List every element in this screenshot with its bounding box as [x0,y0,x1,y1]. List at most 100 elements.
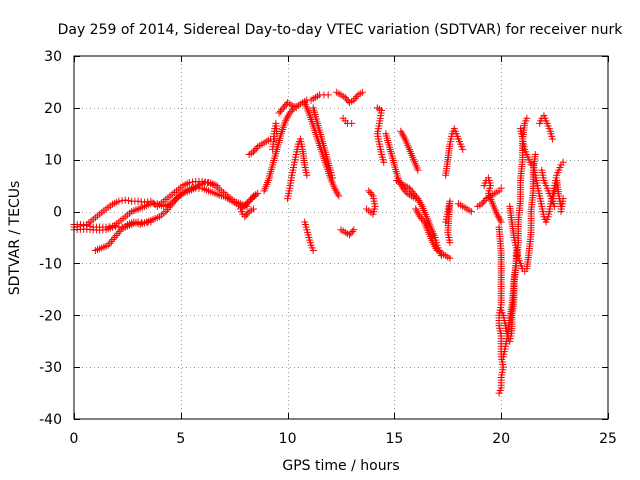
data-point [350,226,358,234]
data-point [102,223,110,231]
y-axis-label: SDTVAR / TECUs [7,181,23,296]
series-trace-t [397,127,422,174]
data-point [309,246,317,254]
data-point [137,218,145,226]
data-point [289,106,297,114]
data-point [111,234,119,241]
data-point [185,179,193,187]
data-point [548,135,556,143]
data-point [238,203,246,211]
series-trace-x [442,197,454,247]
data-point [531,151,539,159]
series-trace-s [382,130,420,203]
series-trace-u [393,176,445,260]
x-tick-label: 0 [70,431,79,447]
data-point [365,187,373,195]
data-point [292,104,300,112]
data-point [559,195,567,203]
data-point [76,221,84,229]
series-trace-m [301,218,317,254]
data-point [353,93,361,101]
data-point [213,182,221,190]
data-point [244,209,252,217]
data-point [144,218,152,226]
data-point [278,106,286,114]
data-point [303,171,311,179]
data-point [245,197,253,205]
data-point [252,144,260,152]
data-point [479,198,487,206]
y-tick-label: -40 [39,412,62,428]
series-trace-o [339,114,356,127]
data-point [242,200,250,208]
x-tick-label: 5 [176,431,185,447]
data-point [121,196,129,204]
data-point [358,88,366,96]
data-point [281,102,289,110]
series-trace-j [275,99,300,117]
data-point [346,231,354,239]
y-tick-labels: -40 -30 -20 -10 0 10 20 30 [39,49,62,428]
y-tick-label: -10 [39,256,62,272]
data-point [254,189,262,197]
data-point [251,146,259,154]
data-point [118,197,126,205]
series-trace-n [333,88,366,107]
data-point [481,196,489,204]
y-tick-label: 0 [53,205,62,221]
data-point [419,216,427,224]
data-point [134,197,142,205]
series-trace-h [269,119,281,153]
data-point [249,148,257,156]
series-trace-y [454,200,475,216]
data-point [247,196,255,204]
x-tick-labels: 0 5 10 15 20 25 [70,431,617,447]
plot-frame [73,55,609,420]
ticks [74,56,609,420]
data-point [249,194,257,202]
data-point [273,130,281,138]
series-trace-d [70,218,155,231]
data-point [412,193,420,201]
data-point [380,158,388,166]
data-point [551,202,559,210]
series-trace-aa [480,174,505,226]
data-point [347,229,355,237]
data-point [417,214,425,222]
data-point [115,197,123,205]
data-point [189,178,197,186]
data-point [242,211,250,219]
data-point [324,91,332,99]
data-point [112,223,120,231]
data-point [105,223,113,231]
data-point [275,109,283,117]
x-axis-label: GPS time / hours [282,458,399,474]
data-point [407,186,415,194]
x-tick-label: 20 [492,431,510,447]
x-tick-label: 25 [599,431,617,447]
data-point [240,202,248,210]
chart-title: Day 259 of 2014, Sidereal Day-to-day VTE… [58,22,624,38]
data-point [328,174,336,182]
x-tick-label: 10 [279,431,297,447]
series-trace-ad [499,114,531,361]
data-point [351,94,359,102]
x-tick-label: 15 [385,431,403,447]
data-point [408,188,416,196]
series-trace-p [337,226,358,239]
data-layer [70,88,567,397]
series-trace-f [245,135,279,159]
data-point [414,166,422,174]
series-trace-r [373,104,388,166]
data-point [400,186,408,194]
y-tick-label: -20 [39,308,62,324]
data-point [348,227,356,235]
series-trace-af [516,125,535,169]
data-point [276,107,284,115]
data-point [107,237,115,245]
data-point [335,192,343,200]
data-point [523,114,531,122]
data-point [363,205,371,213]
series-trace-v [412,205,454,262]
